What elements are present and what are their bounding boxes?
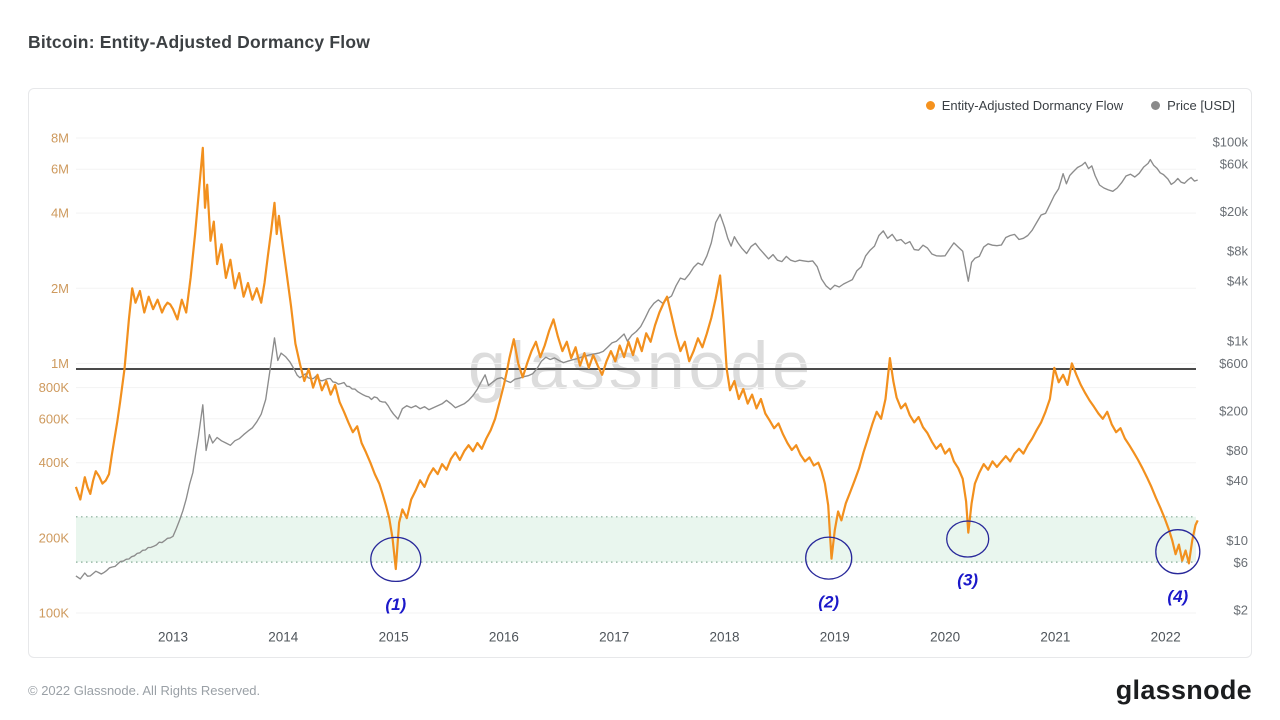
y-left-tick-label: 1M xyxy=(51,356,69,371)
x-tick-label: 2018 xyxy=(709,630,739,645)
legend-label: Entity-Adjusted Dormancy Flow xyxy=(941,98,1124,113)
annotation-circle-2 xyxy=(805,536,853,580)
x-tick-label: 2017 xyxy=(599,630,629,645)
y-right-tick-label: $600 xyxy=(1219,356,1248,371)
y-left-tick-label: 200K xyxy=(39,530,70,545)
y-right-tick-label: $10 xyxy=(1226,533,1248,548)
y-right-tick-label: $80 xyxy=(1226,443,1248,458)
page-title: Bitcoin: Entity-Adjusted Dormancy Flow xyxy=(28,32,371,52)
copyright-text: © 2022 Glassnode. All Rights Reserved. xyxy=(28,682,261,698)
x-tick-label: 2016 xyxy=(489,630,519,645)
annotation-label-3: (3) xyxy=(957,571,978,590)
x-tick-label: 2019 xyxy=(820,630,850,645)
price-line xyxy=(75,158,1198,580)
annotation-circle-1 xyxy=(370,536,422,583)
y-right-tick-label: $8k xyxy=(1227,244,1248,259)
legend-label: Price [USD] xyxy=(1167,98,1235,113)
annotation-circle-4 xyxy=(1155,529,1201,575)
y-left-tick-label: 4M xyxy=(51,206,69,221)
y-left-tick-label: 600K xyxy=(39,411,70,426)
legend-item-price[interactable]: Price [USD] xyxy=(1151,98,1235,113)
footer: © 2022 Glassnode. All Rights Reserved. g… xyxy=(28,668,1252,712)
buy-zone-band xyxy=(76,516,1196,563)
legend-dot-icon xyxy=(1151,101,1161,110)
y-right-tick-label: $40 xyxy=(1226,473,1248,488)
y-right-tick-label: $60k xyxy=(1220,157,1249,172)
x-tick-label: 2014 xyxy=(268,630,299,645)
y-left-tick-label: 6M xyxy=(51,162,69,177)
y-left-tick-label: 800K xyxy=(39,380,70,395)
y-right-tick-label: $6 xyxy=(1234,555,1248,570)
y-left-tick-label: 8M xyxy=(51,131,69,146)
legend-dot-icon xyxy=(925,101,935,110)
chart-canvas[interactable]: (1) (2) (3) (4) 8M 6M 4M 2M 1M 800K 600K 400K 200K 10… xyxy=(29,89,1253,659)
chart-legend: Entity-Adjusted Dormancy Flow Price [USD] xyxy=(925,98,1235,113)
annotation-label-4: (4) xyxy=(1167,587,1188,606)
brand-logo: glassnode xyxy=(1115,674,1252,705)
y-right-tick-label: $1k xyxy=(1227,334,1248,349)
chart-card: glassnode (1) (2) (3) (4) 8M 6M 4M 2M 1M 800K 600K… xyxy=(28,88,1252,658)
y-right-tick-label: $20k xyxy=(1220,204,1249,219)
y-left-tick-label: 400K xyxy=(39,455,70,470)
y-right-tick-label: $100k xyxy=(1213,135,1249,150)
y-right-tick-label: $4k xyxy=(1227,274,1248,289)
annotation-label-1: (1) xyxy=(385,595,406,614)
y-right-tick-label: $2 xyxy=(1234,603,1248,618)
x-tick-label: 2013 xyxy=(158,630,188,645)
x-tick-label: 2021 xyxy=(1040,630,1070,645)
y-left-tick-label: 2M xyxy=(51,281,69,296)
legend-item-dormancy-flow[interactable]: Entity-Adjusted Dormancy Flow xyxy=(925,98,1124,113)
y-left-tick-label: 100K xyxy=(39,606,70,621)
x-tick-label: 2015 xyxy=(379,630,409,645)
annotation-label-2: (2) xyxy=(818,593,839,612)
x-tick-label: 2022 xyxy=(1151,630,1181,645)
y-right-tick-label: $200 xyxy=(1219,403,1248,418)
annotation-circle-3 xyxy=(946,520,990,558)
x-tick-label: 2020 xyxy=(930,630,960,645)
dormancy-flow-line xyxy=(74,146,1199,571)
